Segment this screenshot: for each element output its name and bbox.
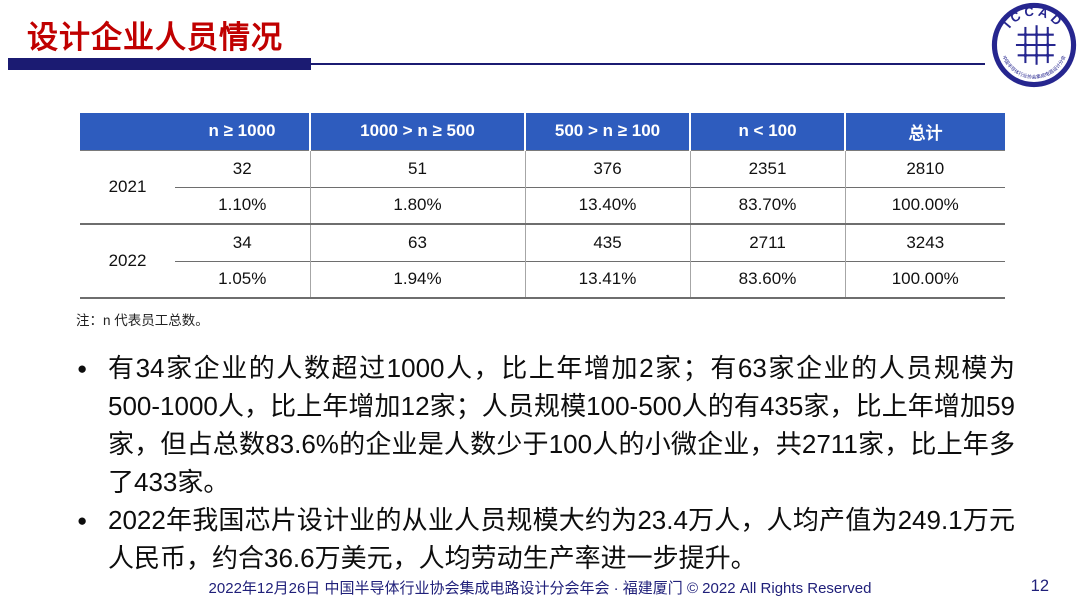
bullet-dot-icon: ● <box>77 359 88 378</box>
title-bar-thin-segment <box>311 63 985 65</box>
table-cell: 1.94% <box>309 260 525 299</box>
table-cell: 32 <box>232 158 252 178</box>
table-cell: 63 <box>309 223 525 261</box>
bullet-item-1: ● 有34家企业的人数超过1000人，比上年增加2家；有63家企业的人员规模为50… <box>74 349 1015 501</box>
bullet-dot-icon: ● <box>77 511 88 530</box>
bullet-text-2: 2022年我国芯片设计业的从业人员规模大约为23.4万人，人均产值为249.1万… <box>108 505 1015 573</box>
table-row-2021-counts: 2021 32 51 376 2351 2810 <box>80 150 1005 196</box>
year-label-2021: 2021 <box>108 176 147 196</box>
table-cell: 100.00% <box>844 186 1005 224</box>
table-cell: 1.10% <box>175 186 310 224</box>
year-label-2022: 2022 <box>80 223 175 299</box>
table-cell: 83.70% <box>689 186 845 224</box>
table-cell: 2711 <box>689 223 845 261</box>
table-cell: 1.80% <box>309 186 525 224</box>
table-header-1000-500: 1000 > n ≥ 500 <box>309 113 525 151</box>
table-cell: 51 <box>309 150 525 187</box>
bullet-text-1: 有34家企业的人数超过1000人，比上年增加2家；有63家企业的人员规模为500… <box>108 353 1015 497</box>
table-cell: 83.60% <box>689 260 845 299</box>
table-header-row: n ≥ 1000 1000 > n ≥ 500 500 > n ≥ 100 n … <box>80 113 1005 151</box>
personnel-scale-table: n ≥ 1000 1000 > n ≥ 500 500 > n ≥ 100 n … <box>80 113 1005 299</box>
bullet-item-2: ● 2022年我国芯片设计业的从业人员规模大约为23.4万人，人均产值为249.1… <box>74 501 1015 577</box>
table-row-2022-percents: 1.05% 1.94% 13.41% 83.60% 100.00% <box>80 260 1005 299</box>
table-cell: 34 <box>175 223 310 261</box>
table-row-2022-counts: 2022 34 63 435 2711 3243 <box>80 223 1005 299</box>
table-footnote: 注：n 代表员工总数。 <box>76 313 209 328</box>
page-title: 设计企业人员情况 <box>27 20 283 55</box>
table-header-empty <box>80 113 175 151</box>
table-header-n-ge-1000: n ≥ 1000 <box>175 113 310 151</box>
table-cell: 435 <box>524 223 690 261</box>
footer-copyright: 2022年12月26日 中国半导体行业协会集成电路设计分会年会 · 福建厦门 ©… <box>208 580 872 597</box>
bullet-list: ● 有34家企业的人数超过1000人，比上年增加2家；有63家企业的人员规模为50… <box>74 349 1015 577</box>
table-cell: 3243 <box>844 223 1005 261</box>
table-cell: 376 <box>524 150 690 187</box>
table-header-500-100: 500 > n ≥ 100 <box>524 113 690 151</box>
table-cell: 100.00% <box>844 260 1005 299</box>
table-header-total: 总计 <box>844 113 1005 151</box>
iccad-logo-icon: ICCAD 中国半导体行业协会集成电路设计分会 <box>991 2 1077 88</box>
table-cell: 2351 <box>689 150 845 187</box>
title-underline-bar <box>8 58 986 70</box>
table-cell: 2810 <box>844 150 1005 187</box>
page-number: 12 <box>1030 577 1049 595</box>
table-cell: 13.41% <box>524 260 690 299</box>
table-cell: 13.40% <box>524 186 690 224</box>
table-row-2021-percents: 1.10% 1.80% 13.40% 83.70% 100.00% <box>80 186 1005 224</box>
table-header-n-lt-100: n < 100 <box>689 113 845 151</box>
table-cell: 1.05% <box>175 260 310 299</box>
title-bar-thick-segment <box>8 58 311 70</box>
